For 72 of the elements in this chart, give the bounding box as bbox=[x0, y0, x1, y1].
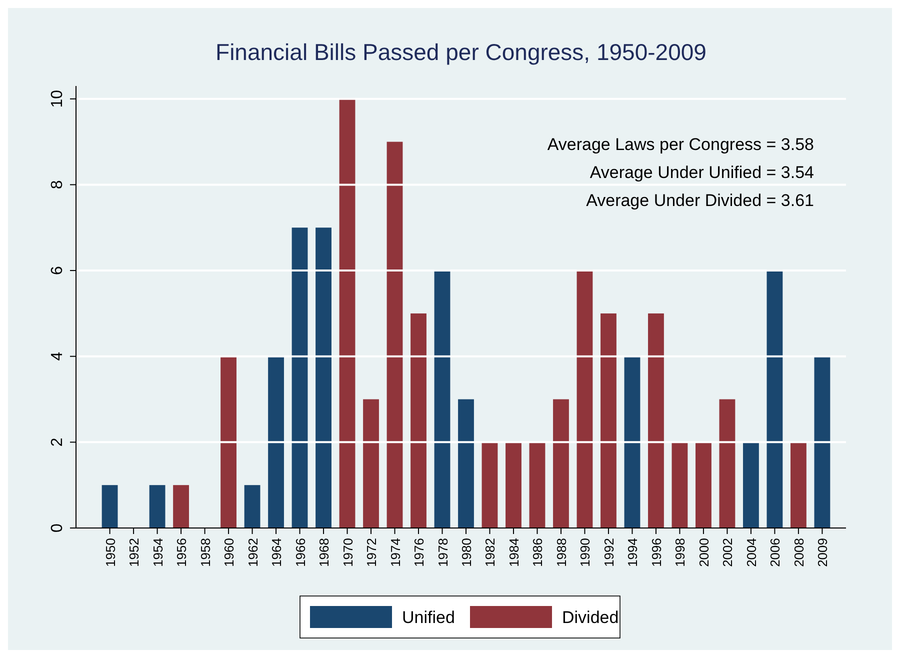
x-tick-label: 1990 bbox=[578, 538, 593, 567]
x-tick-label: 2008 bbox=[791, 538, 806, 567]
bar bbox=[386, 142, 403, 528]
bar bbox=[743, 442, 759, 528]
x-tick-label: 1950 bbox=[102, 538, 118, 567]
x-tick-label: 2004 bbox=[744, 538, 759, 567]
bar bbox=[482, 442, 498, 528]
x-tick-label: 1962 bbox=[245, 538, 260, 567]
y-tick-label: 2 bbox=[49, 438, 66, 447]
y-tick-label: 10 bbox=[49, 90, 66, 108]
x-tick-label: 1970 bbox=[340, 538, 356, 567]
bar bbox=[529, 442, 546, 528]
x-tick-label: 1960 bbox=[222, 538, 237, 567]
x-tick-label: 1978 bbox=[435, 538, 450, 567]
x-tick-label: 1964 bbox=[269, 538, 284, 567]
bar bbox=[434, 270, 450, 528]
legend-label: Divided bbox=[562, 608, 619, 627]
x-tick-label: 1988 bbox=[554, 538, 569, 567]
x-tick-label: 1974 bbox=[388, 538, 403, 567]
bar bbox=[173, 485, 189, 528]
annotation: Average Under Divided = 3.61 bbox=[586, 191, 814, 210]
x-tick-label: 1982 bbox=[482, 538, 498, 567]
chart-title: Financial Bills Passed per Congress, 1950-2009 bbox=[216, 39, 706, 65]
x-tick-label: 2009 bbox=[815, 538, 830, 567]
bar bbox=[410, 313, 426, 528]
x-tick-label: 2006 bbox=[768, 538, 783, 567]
x-tick-label: 2002 bbox=[720, 538, 736, 567]
x-tick-label: 1952 bbox=[126, 538, 142, 567]
bar bbox=[600, 313, 616, 528]
annotation: Average Under Unified = 3.54 bbox=[590, 163, 814, 182]
x-tick-label: 1992 bbox=[601, 538, 616, 567]
x-tick-label: 1954 bbox=[150, 538, 166, 567]
y-tick-label: 8 bbox=[49, 180, 66, 190]
bar bbox=[458, 399, 474, 528]
x-tick-label: 1976 bbox=[412, 538, 427, 567]
bar bbox=[363, 399, 379, 528]
bar bbox=[576, 270, 593, 528]
bar bbox=[339, 98, 356, 528]
x-tick-label: 1966 bbox=[292, 538, 308, 567]
bar bbox=[672, 442, 688, 528]
x-tick-label: 1998 bbox=[672, 538, 688, 567]
x-tick-label: 1980 bbox=[459, 538, 474, 567]
x-tick-label: 1958 bbox=[198, 538, 213, 567]
bar bbox=[624, 356, 640, 528]
bar bbox=[292, 228, 308, 528]
legend-label: Unified bbox=[402, 608, 455, 627]
x-tick-label: 2000 bbox=[696, 538, 712, 567]
bar bbox=[220, 356, 236, 528]
bar bbox=[149, 485, 166, 528]
bar bbox=[102, 485, 118, 528]
x-tick-label: 1956 bbox=[174, 538, 190, 567]
bar bbox=[648, 313, 664, 528]
bar bbox=[268, 356, 284, 528]
x-tick-label: 1972 bbox=[364, 538, 380, 567]
y-tick-label: 6 bbox=[49, 266, 66, 275]
y-tick-label: 0 bbox=[49, 523, 66, 532]
bar bbox=[553, 399, 569, 528]
bar bbox=[719, 399, 736, 528]
x-tick-label: 1996 bbox=[648, 538, 664, 567]
bar bbox=[244, 485, 260, 528]
x-tick-label: 1968 bbox=[316, 538, 332, 567]
bar bbox=[316, 228, 332, 528]
x-tick-label: 1984 bbox=[506, 538, 522, 567]
x-tick-label: 1994 bbox=[625, 538, 640, 567]
bar bbox=[696, 442, 712, 528]
annotation: Average Laws per Congress = 3.58 bbox=[547, 135, 814, 154]
bar bbox=[766, 270, 783, 528]
bar bbox=[814, 356, 830, 528]
bar bbox=[506, 442, 522, 528]
bar bbox=[790, 442, 806, 528]
x-tick-label: 1986 bbox=[530, 538, 546, 567]
y-tick-label: 4 bbox=[49, 352, 66, 361]
